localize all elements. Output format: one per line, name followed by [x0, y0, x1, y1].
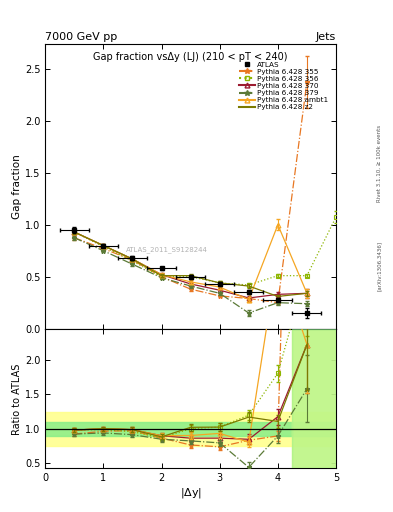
Pythia 6.428 z2	[275, 293, 280, 300]
Pythia 6.428 ambt1	[246, 296, 251, 303]
Text: 7000 GeV pp: 7000 GeV pp	[45, 32, 118, 42]
Pythia 6.428 356	[275, 272, 280, 279]
Pythia 6.428 370	[217, 287, 222, 293]
Pythia 6.428 356	[246, 282, 251, 288]
Pythia 6.428 z2	[217, 280, 222, 286]
Text: Rivet 3.1.10, ≥ 100k events: Rivet 3.1.10, ≥ 100k events	[377, 125, 382, 202]
Pythia 6.428 ambt1	[217, 284, 222, 290]
Text: Gap fraction vsΔy (LJ) (210 < pT < 240): Gap fraction vsΔy (LJ) (210 < pT < 240)	[94, 52, 288, 62]
Pythia 6.428 379	[217, 290, 222, 296]
Pythia 6.428 379	[246, 310, 251, 316]
Line: Pythia 6.428 379: Pythia 6.428 379	[72, 236, 309, 315]
Pythia 6.428 ambt1	[188, 279, 193, 285]
Pythia 6.428 356	[188, 273, 193, 280]
Pythia 6.428 356	[334, 214, 338, 220]
Pythia 6.428 370	[275, 291, 280, 297]
Pythia 6.428 356	[130, 258, 135, 264]
Pythia 6.428 370	[246, 295, 251, 301]
Y-axis label: Gap fraction: Gap fraction	[12, 154, 22, 219]
Pythia 6.428 ambt1	[130, 256, 135, 262]
Pythia 6.428 355	[305, 79, 309, 85]
Pythia 6.428 z2	[159, 272, 164, 279]
Line: Pythia 6.428 355: Pythia 6.428 355	[72, 79, 309, 305]
Pythia 6.428 ambt1	[159, 271, 164, 278]
Pythia 6.428 356	[159, 273, 164, 280]
Line: Pythia 6.428 370: Pythia 6.428 370	[72, 229, 309, 301]
Pythia 6.428 355	[101, 246, 106, 252]
Pythia 6.428 370	[305, 290, 309, 296]
Pythia 6.428 370	[72, 229, 77, 235]
Text: ATLAS_2011_S9128244: ATLAS_2011_S9128244	[127, 246, 208, 252]
Pythia 6.428 355	[159, 273, 164, 280]
Pythia 6.428 355	[72, 234, 77, 241]
Pythia 6.428 z2	[305, 290, 309, 296]
Pythia 6.428 355	[188, 286, 193, 292]
Pythia 6.428 379	[72, 234, 77, 241]
Bar	[292, 329, 336, 468]
Pythia 6.428 370	[159, 271, 164, 278]
Pythia 6.428 356	[72, 229, 77, 235]
Pythia 6.428 356	[101, 244, 106, 250]
Pythia 6.428 ambt1	[275, 222, 280, 228]
Line: Pythia 6.428 356: Pythia 6.428 356	[72, 215, 338, 287]
Pythia 6.428 355	[130, 257, 135, 263]
Pythia 6.428 355	[246, 295, 251, 302]
Pythia 6.428 370	[130, 256, 135, 262]
Pythia 6.428 379	[188, 283, 193, 289]
Pythia 6.428 ambt1	[305, 290, 309, 296]
Pythia 6.428 379	[275, 300, 280, 306]
Pythia 6.428 379	[159, 274, 164, 281]
Pythia 6.428 ambt1	[101, 243, 106, 249]
Text: Jets: Jets	[316, 32, 336, 42]
Pythia 6.428 356	[217, 280, 222, 286]
Line: Pythia 6.428 z2: Pythia 6.428 z2	[74, 232, 307, 296]
Pythia 6.428 z2	[101, 243, 106, 249]
Pythia 6.428 355	[275, 300, 280, 306]
Line: Pythia 6.428 ambt1: Pythia 6.428 ambt1	[72, 222, 309, 302]
Pythia 6.428 379	[130, 261, 135, 267]
Bar	[45, 422, 336, 436]
Pythia 6.428 379	[101, 248, 106, 254]
Pythia 6.428 355	[217, 293, 222, 299]
Y-axis label: Ratio to ATLAS: Ratio to ATLAS	[12, 363, 22, 435]
Pythia 6.428 356	[305, 272, 309, 279]
Pythia 6.428 ambt1	[72, 229, 77, 235]
Bar	[292, 329, 336, 468]
X-axis label: |$\Delta$y|: |$\Delta$y|	[180, 486, 202, 500]
Pythia 6.428 370	[188, 281, 193, 287]
Pythia 6.428 z2	[188, 272, 193, 279]
Pythia 6.428 z2	[72, 229, 77, 235]
Text: [arXiv:1306.3436]: [arXiv:1306.3436]	[377, 241, 382, 291]
Pythia 6.428 370	[101, 243, 106, 249]
Pythia 6.428 379	[305, 301, 309, 307]
Legend: ATLAS, Pythia 6.428 355, Pythia 6.428 356, Pythia 6.428 370, Pythia 6.428 379, P: ATLAS, Pythia 6.428 355, Pythia 6.428 35…	[236, 58, 331, 113]
Pythia 6.428 z2	[130, 256, 135, 262]
Bar	[45, 412, 336, 446]
Pythia 6.428 z2	[246, 283, 251, 289]
